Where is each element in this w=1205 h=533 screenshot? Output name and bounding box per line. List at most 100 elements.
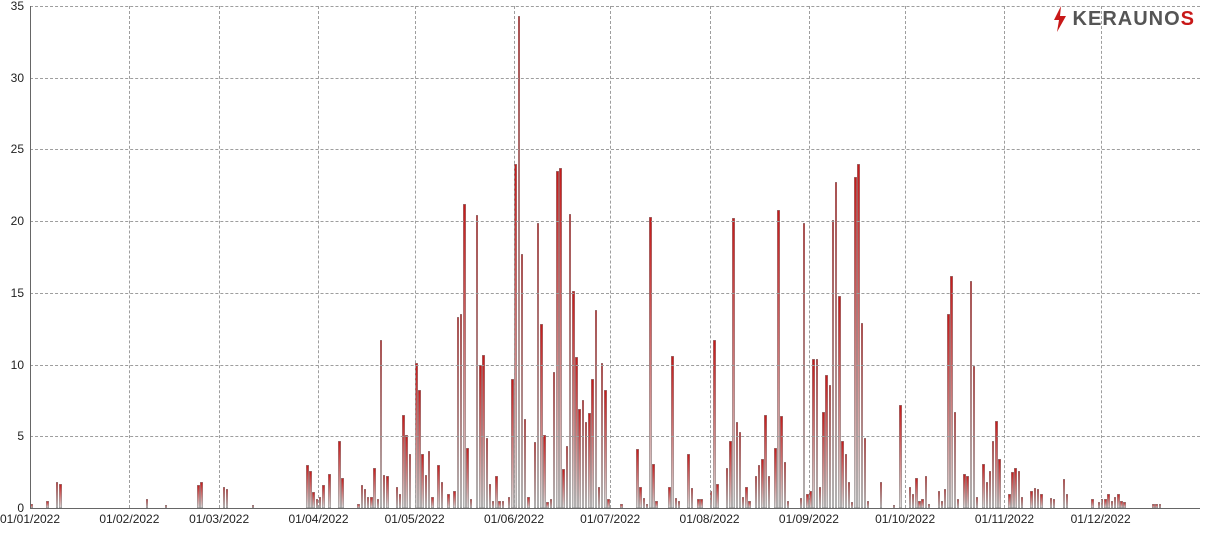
data-bar [636,449,639,508]
data-bar [498,501,501,508]
data-bar [1107,494,1110,508]
data-bar [559,168,562,508]
data-bar [1050,498,1053,508]
data-bar [758,465,761,508]
data-bar [1037,489,1040,508]
data-bar [486,438,489,508]
data-bar [569,214,572,508]
data-bar [1066,494,1069,508]
data-bar [697,499,700,508]
data-bar [1021,497,1024,508]
data-bar [998,459,1001,508]
gridline-horizontal [30,436,1200,437]
data-bar [550,499,553,508]
data-bar [938,491,941,508]
y-axis-tick-label: 10 [0,358,24,372]
data-bar [992,441,995,508]
data-bar [322,485,325,508]
lightning-bolt-icon [1051,6,1069,32]
data-bar [476,215,479,508]
data-bar [1018,471,1021,508]
data-bar [534,442,537,508]
data-bar [861,323,864,508]
data-bar [755,476,758,508]
y-axis-line [30,6,31,508]
keraunos-logo: KERAUNOS [1051,6,1195,32]
data-bar [835,182,838,508]
x-axis-tick-label: 01/10/2022 [875,512,935,526]
data-bar [1040,494,1043,508]
x-axis-tick-label: 01/01/2022 [0,512,60,526]
data-bar [328,474,331,508]
data-bar [736,422,739,508]
data-bar [370,497,373,508]
data-bar [963,474,966,508]
data-bar [864,438,867,508]
gridline-horizontal [30,365,1200,366]
data-bar [1008,494,1011,508]
data-bar [819,487,822,509]
data-bar [591,379,594,508]
data-bar [377,499,380,508]
data-bar [944,489,947,508]
y-axis-tick-label: 25 [0,142,24,156]
data-bar [1063,479,1066,508]
y-axis-tick-label: 5 [0,429,24,443]
data-bar [732,218,735,508]
data-bar [995,421,998,508]
data-bar [386,476,389,508]
data-bar [845,454,848,509]
data-bar [745,487,748,509]
gridline-vertical [318,6,319,508]
data-bar [396,487,399,509]
gridline-vertical [1004,6,1005,508]
data-bar [146,499,149,508]
data-bar [575,357,578,508]
data-bar [986,482,989,508]
data-bar [982,464,985,508]
data-bar [431,497,434,508]
data-bar [524,419,527,508]
gridline-horizontal [30,78,1200,79]
data-bar [880,482,883,508]
data-bar [223,487,226,509]
data-bar [1030,491,1033,508]
x-axis-tick-label: 01/06/2022 [484,512,544,526]
data-bar [812,359,815,508]
data-bar [780,416,783,508]
gridline-vertical [219,6,220,508]
logo-text-accent: S [1181,8,1195,31]
data-bar [777,210,780,508]
data-bar [678,501,681,508]
data-bar [675,498,678,508]
data-bar [912,494,915,508]
data-bar [867,501,870,508]
data-bar [460,314,463,508]
data-bar [655,501,658,508]
x-axis-tick-label: 01/05/2022 [385,512,445,526]
data-bar [492,501,495,508]
gridline-vertical [710,6,711,508]
data-bar [687,454,690,509]
data-bar [966,476,969,508]
data-bar [428,451,431,508]
data-bar [915,478,918,508]
data-bar [453,491,456,508]
data-bar [341,478,344,508]
x-axis-tick-label: 01/11/2022 [975,512,1034,526]
data-bar [226,489,229,508]
data-bar [306,465,309,508]
data-bar [470,499,473,508]
data-bar [437,465,440,508]
data-bar [787,501,790,508]
data-bar [572,291,575,508]
data-bar [582,400,585,508]
y-axis-tick-label: 30 [0,71,24,85]
data-bar [405,435,408,508]
data-bar [1014,468,1017,508]
data-bar [489,484,492,508]
data-bar [1114,497,1117,508]
data-bar [553,372,556,508]
data-bar [941,501,944,508]
x-axis-tick-label: 01/02/2022 [99,512,159,526]
